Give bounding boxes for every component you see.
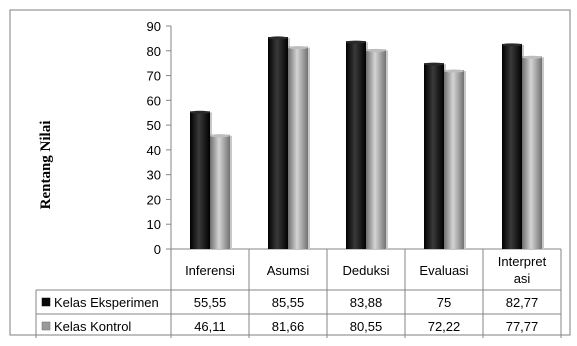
y-tick-label: 60 — [147, 93, 161, 108]
series-name: Kelas Kontrol — [54, 319, 131, 334]
data-table: Inferensi Asumsi Deduksi Evaluasi Interpret a… — [35, 249, 562, 338]
value-cell: 77,77 — [506, 319, 539, 334]
bar-cap — [190, 110, 210, 114]
y-axis-title: Rentang Nilai — [38, 121, 54, 210]
bar-eksperimen — [268, 37, 288, 250]
bar-eksperimen — [424, 63, 444, 249]
legend-swatch — [41, 297, 51, 307]
bar-cap — [268, 36, 288, 40]
bar-kontrol — [288, 46, 308, 249]
bar-cap — [444, 69, 464, 73]
value-cell: 55,55 — [194, 295, 227, 310]
legend-swatch — [41, 321, 51, 331]
value-cell: 82,77 — [506, 295, 539, 310]
chart-frame — [9, 9, 571, 336]
bar-cap — [424, 62, 444, 66]
bar-eksperimen — [346, 41, 366, 249]
bar-cap — [366, 48, 386, 53]
y-axis-ticks: 0 10 20 30 40 50 60 70 80 90 — [147, 19, 171, 257]
bar-kontrol — [444, 70, 464, 249]
value-cell: 75 — [437, 295, 451, 310]
bar-eksperimen — [190, 111, 210, 250]
bar-cap — [210, 134, 230, 138]
y-tick-label: 70 — [147, 69, 161, 84]
y-tick-label: 10 — [147, 217, 161, 232]
bar-kontrol — [210, 134, 230, 249]
value-cell: 46,11 — [194, 319, 226, 334]
value-cell: 85,55 — [272, 295, 305, 310]
value-cell: 81,66 — [272, 319, 305, 334]
y-tick-label: 20 — [147, 192, 161, 207]
y-tick-label: 30 — [147, 168, 161, 183]
bar-cap — [502, 43, 522, 47]
series-name: Kelas Eksperimen — [54, 295, 159, 310]
bar-cap — [288, 46, 308, 50]
category-label: Inferensi — [185, 263, 235, 278]
bar-kontrol — [522, 56, 542, 249]
y-tick-label: 40 — [147, 143, 161, 158]
bars — [190, 36, 544, 250]
y-tick-label: 90 — [147, 19, 161, 34]
y-tick-label: 0 — [154, 242, 161, 257]
y-tick-label: 50 — [147, 118, 161, 133]
bar-kontrol — [366, 49, 386, 249]
value-cell: 80,55 — [350, 319, 383, 334]
category-label: Deduksi — [343, 263, 390, 278]
category-label: Asumsi — [267, 263, 310, 278]
category-label: Interpret asi — [498, 254, 547, 286]
category-label: Evaluasi — [419, 263, 468, 278]
bar-cap — [346, 40, 366, 44]
bar-eksperimen — [502, 43, 522, 249]
value-cell: 83,88 — [350, 295, 383, 310]
bar-cap — [522, 55, 542, 59]
value-cell: 72,22 — [428, 319, 461, 334]
y-tick-label: 80 — [147, 44, 161, 59]
